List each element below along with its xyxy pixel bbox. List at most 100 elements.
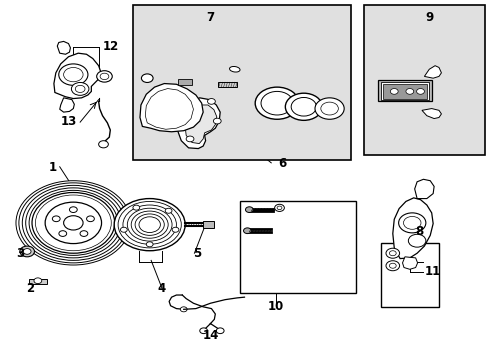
- Text: 11: 11: [424, 265, 440, 278]
- Polygon shape: [392, 198, 432, 258]
- Polygon shape: [414, 179, 433, 199]
- Circle shape: [405, 89, 413, 94]
- Bar: [380, 82, 428, 100]
- Circle shape: [69, 207, 77, 212]
- Circle shape: [22, 185, 124, 260]
- Circle shape: [20, 246, 34, 257]
- Text: 8: 8: [415, 225, 423, 238]
- Text: 10: 10: [267, 300, 284, 313]
- Circle shape: [23, 249, 31, 254]
- Circle shape: [99, 141, 108, 148]
- Circle shape: [314, 98, 344, 119]
- Circle shape: [398, 213, 425, 233]
- Polygon shape: [177, 98, 220, 149]
- Bar: [382, 84, 426, 99]
- Circle shape: [388, 251, 395, 256]
- Text: 1: 1: [49, 161, 57, 174]
- Circle shape: [172, 227, 179, 232]
- Circle shape: [52, 216, 60, 222]
- Circle shape: [127, 208, 172, 241]
- Polygon shape: [60, 98, 74, 112]
- Circle shape: [165, 208, 172, 213]
- Bar: [380, 243, 438, 307]
- Text: 2: 2: [26, 283, 35, 296]
- Circle shape: [416, 89, 424, 94]
- Circle shape: [122, 205, 176, 244]
- Circle shape: [34, 278, 41, 284]
- Polygon shape: [145, 89, 193, 129]
- Circle shape: [216, 328, 224, 334]
- Circle shape: [19, 183, 127, 263]
- Circle shape: [320, 102, 338, 115]
- Polygon shape: [57, 41, 70, 54]
- Text: 13: 13: [61, 114, 77, 127]
- Circle shape: [403, 216, 420, 229]
- Circle shape: [139, 217, 160, 233]
- Circle shape: [16, 181, 130, 265]
- Circle shape: [75, 85, 85, 93]
- Circle shape: [35, 195, 111, 251]
- Circle shape: [213, 118, 221, 124]
- Circle shape: [274, 204, 284, 211]
- Circle shape: [385, 261, 399, 271]
- Polygon shape: [424, 66, 441, 78]
- Circle shape: [114, 199, 185, 251]
- Bar: [217, 82, 237, 87]
- Circle shape: [131, 211, 168, 238]
- Polygon shape: [185, 105, 216, 144]
- Circle shape: [133, 205, 140, 210]
- Circle shape: [245, 207, 253, 212]
- Circle shape: [135, 214, 164, 235]
- Circle shape: [290, 98, 316, 116]
- Circle shape: [59, 64, 88, 85]
- Bar: [178, 79, 191, 85]
- Bar: [363, 5, 484, 155]
- Circle shape: [26, 188, 121, 258]
- Circle shape: [86, 216, 94, 222]
- Circle shape: [277, 206, 282, 210]
- Circle shape: [385, 248, 399, 258]
- Circle shape: [186, 136, 194, 142]
- Circle shape: [388, 263, 395, 268]
- Circle shape: [120, 227, 127, 232]
- Polygon shape: [421, 109, 441, 118]
- Text: 3: 3: [16, 247, 24, 260]
- Bar: [377, 80, 431, 102]
- Circle shape: [63, 216, 83, 230]
- Polygon shape: [140, 84, 203, 132]
- Circle shape: [29, 190, 117, 255]
- Circle shape: [118, 202, 181, 248]
- Text: 12: 12: [102, 40, 119, 53]
- Circle shape: [32, 193, 115, 253]
- Circle shape: [389, 89, 397, 94]
- Text: 9: 9: [424, 11, 432, 24]
- Text: 14: 14: [202, 329, 218, 342]
- Circle shape: [59, 231, 66, 237]
- Circle shape: [141, 74, 153, 82]
- Bar: [132, 5, 351, 160]
- Circle shape: [80, 231, 88, 237]
- Text: 6: 6: [278, 157, 286, 170]
- Circle shape: [200, 328, 207, 334]
- Circle shape: [285, 93, 322, 120]
- Circle shape: [100, 73, 109, 80]
- Circle shape: [180, 307, 187, 312]
- Bar: [239, 202, 356, 293]
- Circle shape: [255, 87, 298, 119]
- Polygon shape: [402, 257, 417, 269]
- Circle shape: [63, 67, 83, 82]
- Text: 7: 7: [206, 11, 214, 24]
- Circle shape: [45, 202, 102, 244]
- Circle shape: [97, 71, 112, 82]
- Circle shape: [207, 99, 215, 104]
- Circle shape: [146, 242, 153, 247]
- Text: 5: 5: [193, 247, 201, 260]
- Circle shape: [243, 228, 251, 234]
- Ellipse shape: [229, 67, 240, 72]
- Circle shape: [407, 234, 425, 247]
- Polygon shape: [54, 53, 101, 99]
- Circle shape: [71, 82, 89, 95]
- Circle shape: [261, 91, 292, 115]
- Bar: [29, 279, 46, 284]
- Text: 4: 4: [158, 283, 165, 296]
